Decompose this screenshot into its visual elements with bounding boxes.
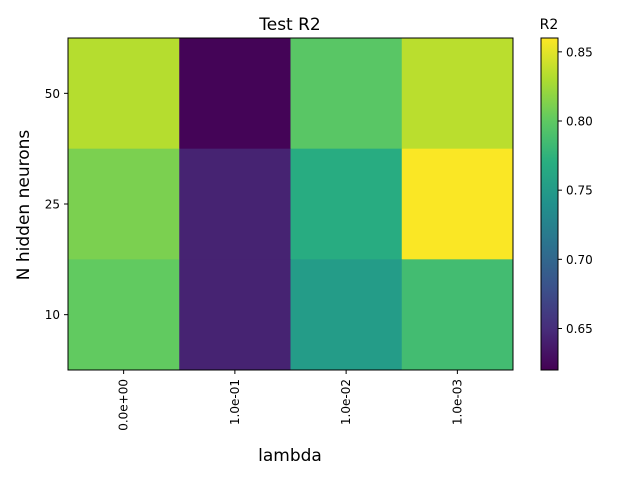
x-tick-label: 1.0e-03 xyxy=(450,379,464,425)
y-axis-label: N hidden neurons xyxy=(14,130,34,281)
heatmap-cell xyxy=(290,38,403,150)
heatmap-cell xyxy=(179,259,291,371)
colorbar-tick-label: 0.80 xyxy=(566,115,593,129)
heatmap-cell xyxy=(401,148,514,260)
heatmap-cell xyxy=(401,38,514,150)
chart-title: Test R2 xyxy=(258,15,321,35)
y-tick-label: 10 xyxy=(45,308,60,322)
heatmap-cell xyxy=(68,38,180,150)
y-axis: 50 25 10 xyxy=(45,87,68,322)
colorbar-tick-label: 0.75 xyxy=(566,184,593,198)
y-tick-label: 25 xyxy=(45,198,60,212)
heatmap-cell xyxy=(290,259,403,371)
heatmap-cell xyxy=(179,38,291,150)
x-tick-label: 1.0e-02 xyxy=(339,379,353,425)
colorbar-ticks: 0.65 0.70 0.75 0.80 0.85 xyxy=(558,45,593,336)
heatmap-cell xyxy=(68,259,180,371)
heatmap-cells xyxy=(68,38,514,371)
x-axis: 0.0e+00 1.0e-01 1.0e-02 1.0e-03 xyxy=(117,370,464,431)
x-axis-label: lambda xyxy=(258,446,322,466)
colorbar-tick-label: 0.65 xyxy=(566,322,593,336)
colorbar-tick-label: 0.70 xyxy=(566,253,593,267)
heatmap-cell xyxy=(68,148,180,260)
colorbar-tick-label: 0.85 xyxy=(566,45,593,59)
colorbar-gradient xyxy=(540,37,559,371)
heatmap-cell xyxy=(179,148,291,260)
heatmap-cell xyxy=(290,148,403,260)
x-tick-label: 0.0e+00 xyxy=(117,379,131,431)
x-tick-label: 1.0e-01 xyxy=(228,379,242,425)
y-tick-label: 50 xyxy=(45,87,60,101)
colorbar: R2 0.65 0.70 0.75 0.80 0.85 xyxy=(540,17,593,371)
heatmap-cell xyxy=(401,259,514,371)
colorbar-label: R2 xyxy=(540,17,559,33)
